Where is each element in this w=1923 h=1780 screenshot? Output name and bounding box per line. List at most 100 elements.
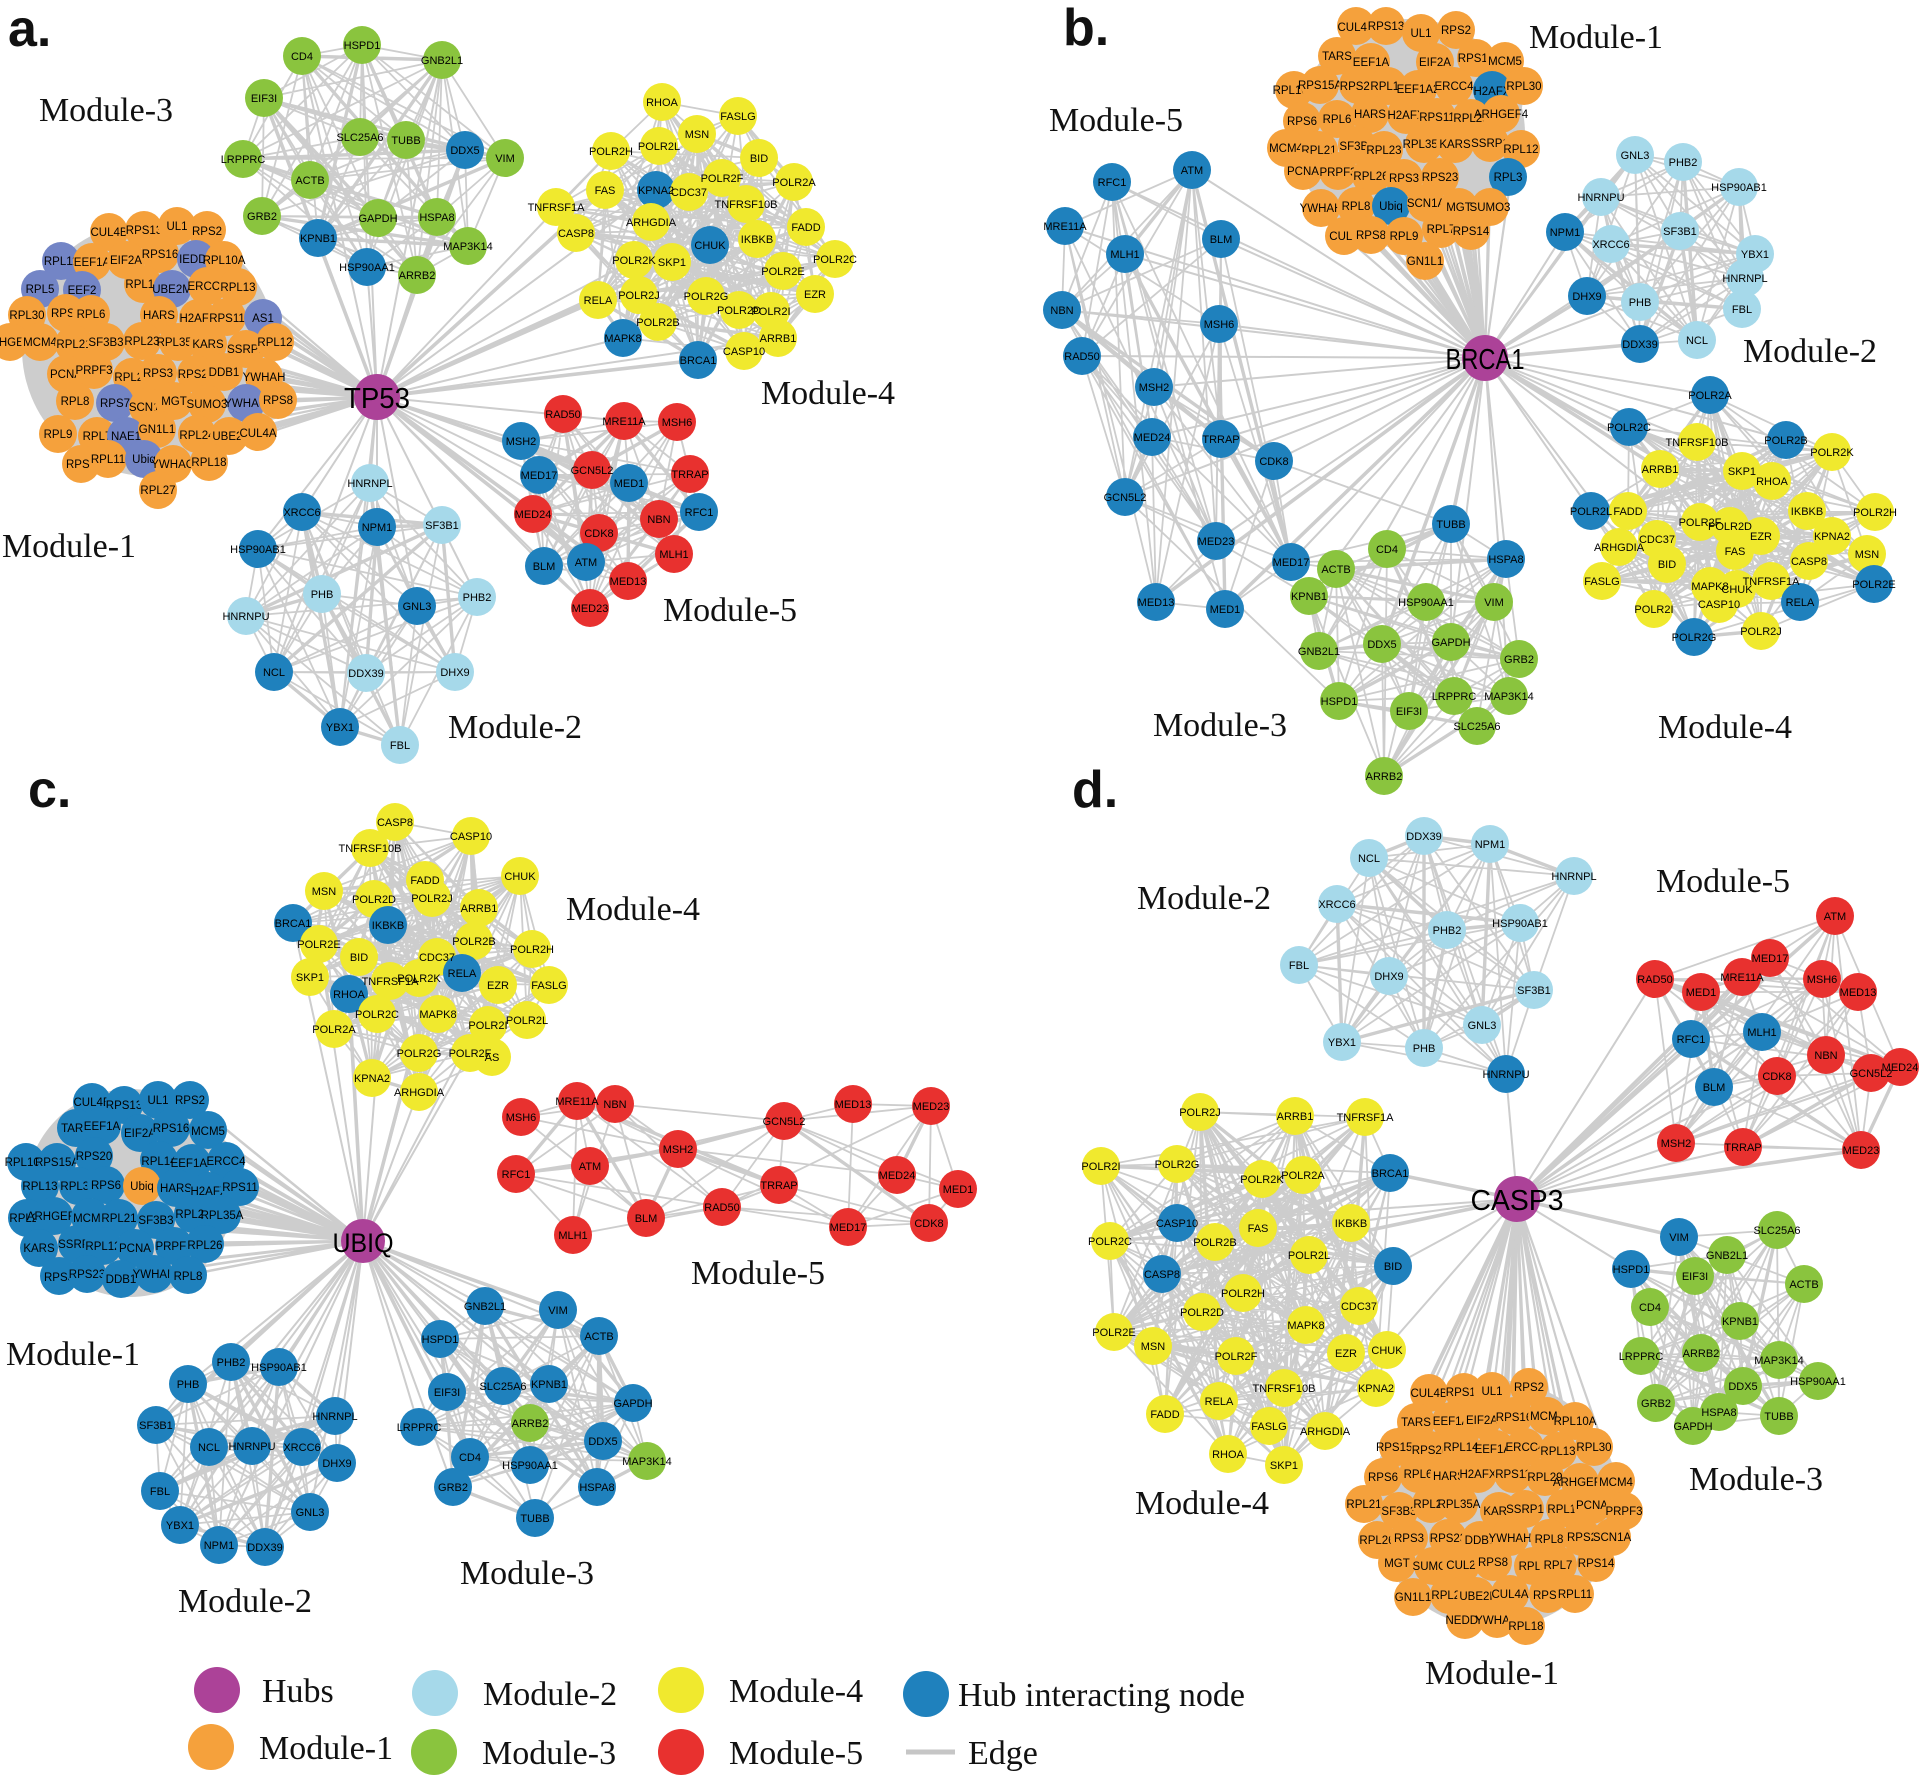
svg-text:HSPD1: HSPD1 bbox=[1613, 1264, 1650, 1276]
svg-text:Module-1: Module-1 bbox=[259, 1730, 393, 1767]
svg-text:H2AFX: H2AFX bbox=[179, 313, 216, 325]
svg-text:ARRB1: ARRB1 bbox=[461, 903, 498, 915]
svg-text:EZR: EZR bbox=[1750, 531, 1772, 543]
svg-text:RPL18: RPL18 bbox=[191, 457, 226, 469]
svg-text:MCM5: MCM5 bbox=[191, 1126, 225, 1138]
svg-text:NPM1: NPM1 bbox=[1550, 227, 1581, 239]
svg-text:MED17: MED17 bbox=[1273, 557, 1310, 569]
svg-text:RPL7: RPL7 bbox=[83, 431, 112, 443]
svg-text:GAPDH: GAPDH bbox=[1431, 637, 1470, 649]
svg-text:TP53: TP53 bbox=[344, 383, 410, 415]
svg-text:ACTB: ACTB bbox=[1321, 564, 1350, 576]
svg-text:RPS23: RPS23 bbox=[1422, 172, 1458, 184]
svg-text:RELA: RELA bbox=[448, 968, 477, 980]
svg-text:POLR2J: POLR2J bbox=[1179, 1107, 1221, 1119]
svg-text:GAPDH: GAPDH bbox=[613, 1398, 652, 1410]
svg-text:VIM: VIM bbox=[1484, 597, 1504, 609]
svg-text:DDX39: DDX39 bbox=[348, 668, 383, 680]
svg-text:VIM: VIM bbox=[495, 153, 515, 165]
svg-text:FASLG: FASLG bbox=[531, 980, 566, 992]
svg-text:CUL4B: CUL4B bbox=[1410, 1388, 1447, 1400]
svg-text:SKP1: SKP1 bbox=[296, 972, 324, 984]
svg-text:TNFRSF10B: TNFRSF10B bbox=[339, 843, 402, 855]
svg-text:POLR2H: POLR2H bbox=[510, 944, 554, 956]
svg-text:RPS11: RPS11 bbox=[1495, 1469, 1531, 1481]
svg-text:RPS14: RPS14 bbox=[1453, 226, 1490, 238]
svg-text:RPS2: RPS2 bbox=[1567, 1532, 1597, 1544]
svg-text:RPL9: RPL9 bbox=[44, 429, 73, 441]
svg-text:MLH1: MLH1 bbox=[1747, 1027, 1776, 1039]
svg-text:RPS8: RPS8 bbox=[1356, 230, 1386, 242]
svg-text:RPL27: RPL27 bbox=[140, 485, 175, 497]
svg-text:ARHGEF4: ARHGEF4 bbox=[27, 1211, 82, 1223]
svg-text:TNFRSF10B: TNFRSF10B bbox=[1666, 437, 1729, 449]
svg-text:IEDD8: IEDD8 bbox=[179, 254, 213, 266]
svg-text:POLR2K: POLR2K bbox=[397, 973, 441, 985]
svg-text:KPNA2: KPNA2 bbox=[638, 185, 674, 197]
svg-text:MSH2: MSH2 bbox=[1661, 1138, 1692, 1150]
svg-text:RAD50: RAD50 bbox=[704, 1202, 739, 1214]
svg-text:POLR2C: POLR2C bbox=[355, 1009, 399, 1021]
svg-text:MAP3K14: MAP3K14 bbox=[1754, 1355, 1804, 1367]
svg-text:MLH1: MLH1 bbox=[659, 549, 688, 561]
svg-text:Module-4: Module-4 bbox=[1135, 1485, 1269, 1522]
svg-text:XRCC6: XRCC6 bbox=[283, 1442, 320, 1454]
svg-text:HSP90AA1: HSP90AA1 bbox=[1790, 1376, 1846, 1388]
svg-text:MSH2: MSH2 bbox=[663, 1144, 694, 1156]
svg-text:Module-4: Module-4 bbox=[761, 375, 895, 412]
svg-text:DDX5: DDX5 bbox=[1728, 1381, 1757, 1393]
svg-text:FASLG: FASLG bbox=[720, 111, 755, 123]
svg-text:FBL: FBL bbox=[150, 1486, 170, 1498]
svg-text:RPL12: RPL12 bbox=[85, 1241, 120, 1253]
svg-text:LRPPRC: LRPPRC bbox=[1432, 691, 1477, 703]
svg-text:MED24: MED24 bbox=[879, 1170, 916, 1182]
svg-text:RPL5: RPL5 bbox=[26, 284, 55, 296]
svg-text:PHB2: PHB2 bbox=[1669, 157, 1698, 169]
svg-text:RAD50: RAD50 bbox=[1637, 974, 1672, 986]
svg-text:EIF3I: EIF3I bbox=[251, 93, 277, 105]
svg-text:Module-1: Module-1 bbox=[2, 528, 136, 565]
svg-text:GN1L1: GN1L1 bbox=[1395, 1592, 1431, 1604]
svg-text:HNRNPU: HNRNPU bbox=[228, 1441, 275, 1453]
svg-text:IKBKB: IKBKB bbox=[741, 234, 773, 246]
svg-text:SCN1A: SCN1A bbox=[1593, 1532, 1632, 1544]
svg-text:RAD50: RAD50 bbox=[545, 409, 580, 421]
svg-text:MCM4: MCM4 bbox=[1599, 1477, 1633, 1489]
svg-text:ATM: ATM bbox=[1181, 165, 1203, 177]
svg-text:NCL: NCL bbox=[198, 1442, 220, 1454]
svg-text:SLC25A6: SLC25A6 bbox=[479, 1381, 526, 1393]
svg-text:CASP10: CASP10 bbox=[723, 346, 765, 358]
svg-text:FADD: FADD bbox=[1613, 506, 1642, 518]
svg-text:HSPA8: HSPA8 bbox=[419, 212, 454, 224]
svg-text:Ubiq: Ubiq bbox=[1379, 201, 1403, 213]
svg-text:Module-2: Module-2 bbox=[448, 709, 582, 746]
svg-text:CUL2: CUL2 bbox=[1446, 1560, 1475, 1572]
svg-text:TNFRSF1A: TNFRSF1A bbox=[528, 202, 586, 214]
svg-text:RPS15A: RPS15A bbox=[35, 1157, 79, 1169]
svg-text:RPL13: RPL13 bbox=[220, 282, 255, 294]
svg-text:GN1L1: GN1L1 bbox=[139, 424, 175, 436]
svg-text:UL1: UL1 bbox=[1481, 1386, 1502, 1398]
svg-text:TNFRSF1A: TNFRSF1A bbox=[362, 976, 420, 988]
svg-text:POLR2G: POLR2G bbox=[684, 291, 729, 303]
svg-text:FAS: FAS bbox=[1725, 546, 1746, 558]
svg-text:EIF2A: EIF2A bbox=[124, 1128, 156, 1140]
svg-text:RFC1: RFC1 bbox=[1677, 1034, 1706, 1046]
svg-text:RPS2: RPS2 bbox=[192, 226, 222, 238]
svg-text:MCM4: MCM4 bbox=[73, 1213, 107, 1225]
svg-text:RPL14: RPL14 bbox=[141, 1156, 177, 1168]
svg-text:NBN: NBN bbox=[1814, 1050, 1837, 1062]
svg-text:RPS23: RPS23 bbox=[1430, 1533, 1466, 1545]
svg-text:MED1: MED1 bbox=[1210, 604, 1241, 616]
svg-text:GAPDH: GAPDH bbox=[1673, 1421, 1712, 1433]
svg-text:SSRP1: SSRP1 bbox=[227, 344, 265, 356]
svg-text:MED24: MED24 bbox=[1882, 1062, 1919, 1074]
svg-text:RPL29: RPL29 bbox=[1453, 113, 1488, 125]
svg-text:RPS23: RPS23 bbox=[69, 1269, 105, 1281]
svg-text:DHX9: DHX9 bbox=[440, 667, 469, 679]
svg-text:POLR2B: POLR2B bbox=[636, 317, 679, 329]
svg-text:GNB2L1: GNB2L1 bbox=[421, 55, 463, 67]
svg-text:YBX1: YBX1 bbox=[1741, 249, 1769, 261]
svg-text:POLR2G: POLR2G bbox=[397, 1048, 442, 1060]
svg-text:Ubiq: Ubiq bbox=[132, 454, 156, 466]
